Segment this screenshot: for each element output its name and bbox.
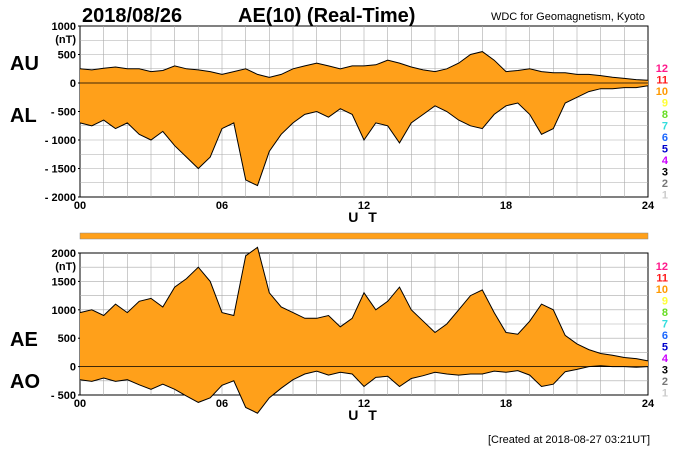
x-tick-label: 12 [358, 398, 370, 410]
y-tick-label: 1500 [52, 276, 76, 288]
panel-top [78, 25, 649, 198]
legend-item: 2 [662, 376, 668, 388]
y-tick-label: 1000 [52, 305, 76, 317]
x-axis-label: U T [348, 209, 380, 225]
series-line-ao [79, 365, 649, 414]
legend-item: 9 [662, 98, 668, 110]
x-tick-label: 18 [500, 200, 512, 212]
legend-item: 9 [662, 296, 668, 308]
y-tick-label: - 1000 [45, 135, 76, 147]
legend-item: 8 [662, 109, 668, 121]
legend-item: 4 [662, 155, 669, 167]
y-axis-unit: (nT) [55, 34, 76, 46]
legend-item: 5 [662, 342, 668, 354]
status-bar [79, 232, 649, 240]
y-tick-label: - 1500 [45, 164, 76, 176]
x-tick-label: 06 [216, 200, 228, 212]
series-label-ao: AO [10, 371, 40, 393]
legend-item: 7 [662, 121, 668, 133]
y-tick-label: 1000 [52, 21, 76, 33]
header-title: AE(10) (Real-Time) [238, 5, 415, 27]
legend-item: 2 [662, 178, 668, 190]
legend-item: 10 [656, 284, 668, 296]
x-tick-label: 00 [74, 398, 86, 410]
y-axis-unit: (nT) [55, 261, 76, 273]
x-tick-label: 24 [642, 200, 655, 212]
legend-item: 4 [662, 353, 669, 365]
y-tick-label: 500 [58, 333, 76, 345]
legend-item: 12 [656, 63, 668, 75]
series-line-al [79, 85, 649, 187]
x-tick-label: 12 [358, 200, 370, 212]
legend-item: 5 [662, 144, 668, 156]
x-axis-label: U T [348, 407, 380, 423]
series-line-au [79, 51, 649, 81]
legend-item: 11 [656, 75, 668, 87]
area-fill [80, 51, 648, 186]
header-source: WDC for Geomagnetism, Kyoto [491, 11, 645, 23]
legend-item: 7 [662, 319, 668, 331]
y-tick-label: 500 [58, 50, 76, 62]
y-tick-label: 0 [70, 78, 76, 90]
panel-bottom [78, 246, 649, 414]
header-date: 2018/08/26 [82, 5, 182, 27]
legend-item: 10 [656, 86, 668, 98]
area-fill [80, 247, 648, 414]
y-tick-label: - 500 [51, 107, 76, 119]
legend-item: 12 [656, 261, 668, 273]
y-tick-label: 2000 [52, 248, 76, 260]
legend-item: 11 [656, 273, 668, 285]
series-label-al: AL [10, 105, 37, 127]
x-tick-label: 00 [74, 200, 86, 212]
y-tick-label: - 2000 [45, 192, 76, 204]
x-tick-label: 24 [642, 398, 655, 410]
series-line-ae [79, 246, 649, 362]
series-label-ae: AE [10, 329, 38, 351]
y-tick-label: - 500 [51, 390, 76, 402]
series-label-au: AU [10, 53, 39, 75]
legend-item: 1 [662, 388, 668, 400]
legend-item: 3 [662, 365, 668, 377]
legend-item: 6 [662, 330, 668, 342]
x-tick-label: 06 [216, 398, 228, 410]
legend-item: 6 [662, 132, 668, 144]
legend-item: 1 [662, 190, 668, 202]
footer-created: [Created at 2018-08-27 03:21UT] [488, 434, 650, 446]
legend-item: 8 [662, 307, 668, 319]
x-tick-label: 18 [500, 398, 512, 410]
legend-item: 3 [662, 167, 668, 179]
y-tick-label: 0 [70, 362, 76, 374]
